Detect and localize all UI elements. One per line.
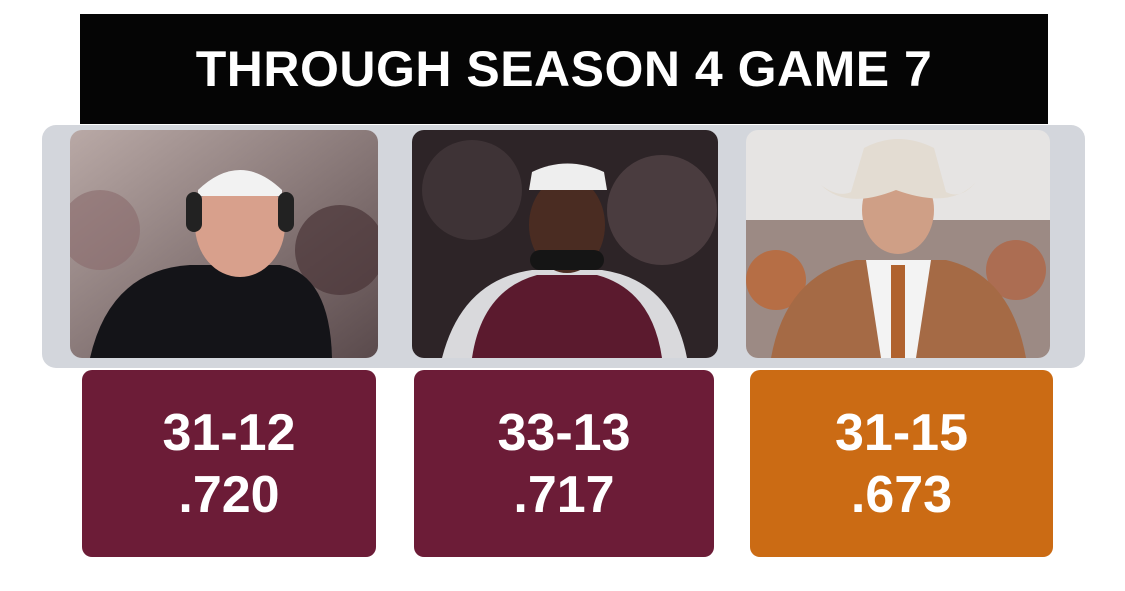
record: 31-15 — [835, 403, 968, 462]
record: 33-13 — [497, 403, 631, 462]
win-pct: .717 — [513, 465, 615, 524]
coach-photo — [746, 130, 1050, 358]
record-card: 31-15 .673 — [750, 370, 1053, 557]
win-pct: .720 — [178, 465, 280, 524]
coach-photo — [70, 130, 378, 358]
coach-photo — [412, 130, 718, 358]
title: THROUGH SEASON 4 GAME 7 — [80, 14, 1048, 124]
record-card: 33-13 .717 — [414, 370, 714, 557]
record: 31-12 — [162, 403, 296, 462]
win-pct: .673 — [850, 465, 953, 524]
record-card: 31-12 .720 — [82, 370, 376, 557]
